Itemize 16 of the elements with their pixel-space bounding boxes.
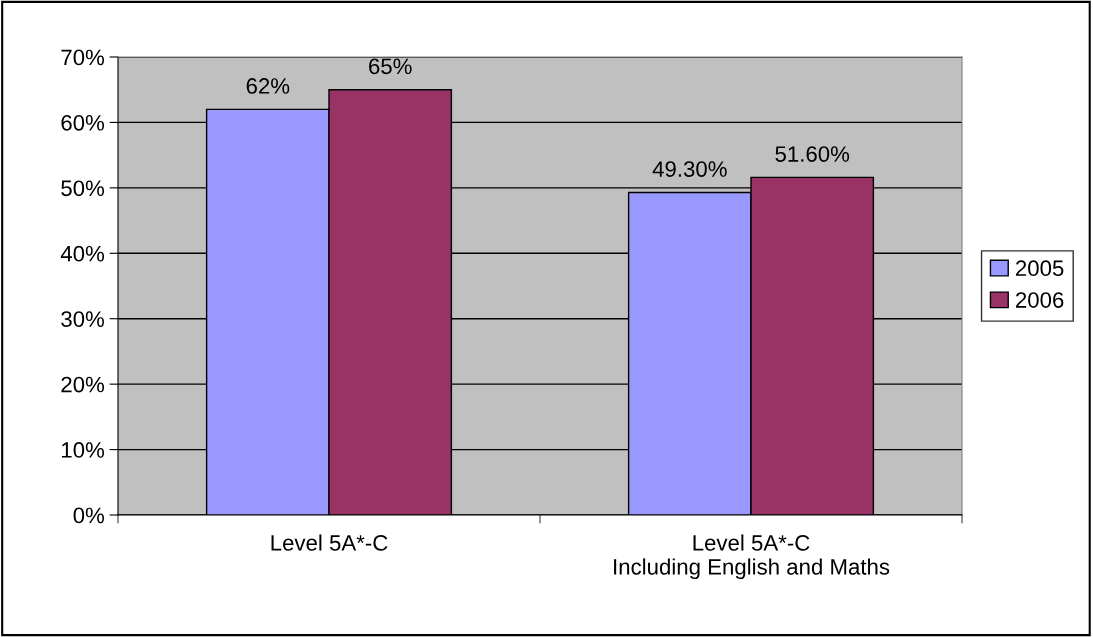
legend-label: 2005	[1016, 260, 1064, 277]
y-tick-label: 60%	[61, 114, 105, 131]
data-label: 49.30%	[652, 161, 727, 177]
legend-label: 2006	[1016, 292, 1064, 308]
x-tick-label: Level 5A*-C	[271, 534, 388, 551]
y-tick-label: 20%	[61, 376, 105, 393]
y-tick-label: 30%	[61, 311, 105, 327]
data-label: 65%	[369, 58, 412, 75]
y-tick-label: 0%	[73, 507, 105, 524]
data-label: 62%	[246, 78, 290, 94]
x-tick-label: Level 5A*-C Including English and Maths	[614, 534, 890, 580]
y-tick-label: 50%	[61, 180, 105, 197]
y-tick-label: 40%	[60, 245, 105, 262]
y-tick-label: 70%	[61, 49, 105, 66]
y-tick-label: 10%	[62, 442, 105, 458]
data-label: 51.60%	[775, 146, 850, 162]
